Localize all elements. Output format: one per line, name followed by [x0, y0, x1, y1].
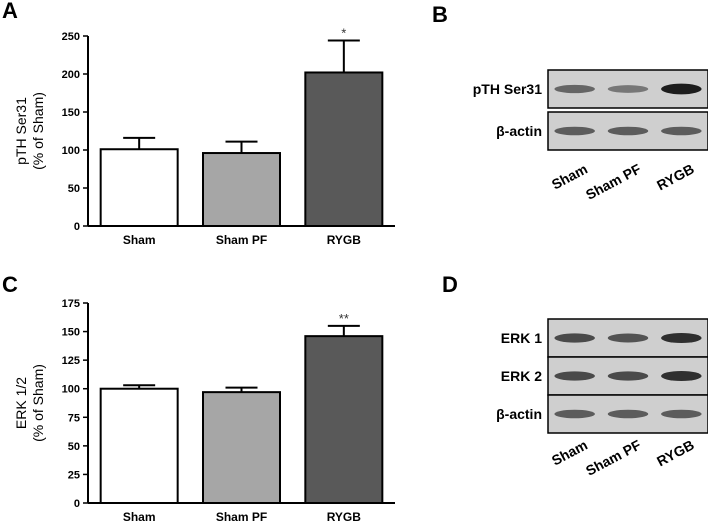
panel-letter-d: D	[442, 272, 458, 297]
y-tick-label: 150	[62, 327, 80, 339]
x-tick-label: RYGB	[327, 510, 362, 524]
panel-letter-b: B	[432, 2, 448, 27]
blot-lane-label: RYGB	[654, 161, 697, 194]
y-tick-label: 100	[62, 145, 80, 157]
blot-band	[554, 409, 595, 419]
blot-row-label: ERK 1	[501, 330, 542, 346]
blot-lane-label: Sham PF	[583, 436, 644, 478]
y-tick-label: 0	[74, 221, 80, 233]
blot-band	[554, 333, 595, 343]
blot-band	[607, 126, 649, 136]
bar	[304, 71, 384, 228]
y-tick-label: 150	[62, 107, 80, 119]
y-tick-label: 50	[68, 183, 80, 195]
x-tick-label: RYGB	[327, 233, 362, 247]
chart-a: 0 50 100 150 200 250 pTH Ser31 (% of Sham) Sham S…	[13, 26, 395, 247]
y-tick-label: 75	[68, 412, 80, 424]
bar	[202, 152, 281, 227]
blot-band	[661, 83, 702, 95]
blot-band	[554, 84, 595, 94]
bar	[304, 335, 384, 504]
bar	[99, 148, 179, 228]
x-tick-label: Sham PF	[216, 510, 267, 524]
y-tick-label: 0	[74, 498, 80, 510]
blot-band	[661, 332, 702, 344]
bar	[99, 387, 179, 505]
blot-row-label: pTH Ser31	[473, 81, 542, 97]
blot-row-label: β-actin	[496, 406, 542, 422]
chart-c: 0 25 50 75 100 125 150 175 ERK 1/2 (% of Sham) Sha…	[13, 298, 395, 524]
blot-band	[661, 126, 702, 136]
bar	[202, 391, 281, 504]
blot-band	[607, 371, 649, 381]
y-tick-label: 25	[68, 469, 80, 481]
y-tick-label: 200	[62, 69, 80, 81]
blot-lane-label: Sham PF	[583, 160, 644, 202]
x-tick-label: Sham	[123, 510, 156, 524]
blot-band	[607, 333, 649, 343]
y-axis-label-unit: (% of Sham)	[30, 364, 46, 442]
blot-band	[607, 409, 649, 419]
panel-letter-c: C	[2, 272, 18, 297]
y-tick-label: 100	[62, 384, 80, 396]
blot-band	[554, 126, 595, 136]
blot-band	[661, 370, 702, 382]
blot-band	[661, 409, 702, 419]
y-axis-label: pTH Ser31	[13, 97, 29, 165]
blot-lane-label: RYGB	[654, 437, 697, 470]
y-axis-label: ERK 1/2	[13, 377, 29, 429]
blot-row-label: ERK 2	[501, 368, 542, 384]
significance-marker: *	[341, 26, 346, 41]
blot-band	[554, 371, 595, 381]
blot-band	[607, 85, 649, 93]
y-axis-label-unit: (% of Sham)	[30, 92, 46, 170]
significance-marker: **	[339, 311, 349, 326]
y-tick-label: 250	[62, 31, 80, 43]
y-tick-label: 125	[62, 355, 80, 367]
x-tick-label: Sham PF	[216, 233, 267, 247]
y-tick-label: 175	[62, 298, 80, 310]
x-tick-label: Sham	[123, 233, 156, 247]
y-tick-label: 50	[68, 441, 80, 453]
blot-row-label: β-actin	[496, 123, 542, 139]
panel-letter-a: A	[2, 0, 18, 23]
